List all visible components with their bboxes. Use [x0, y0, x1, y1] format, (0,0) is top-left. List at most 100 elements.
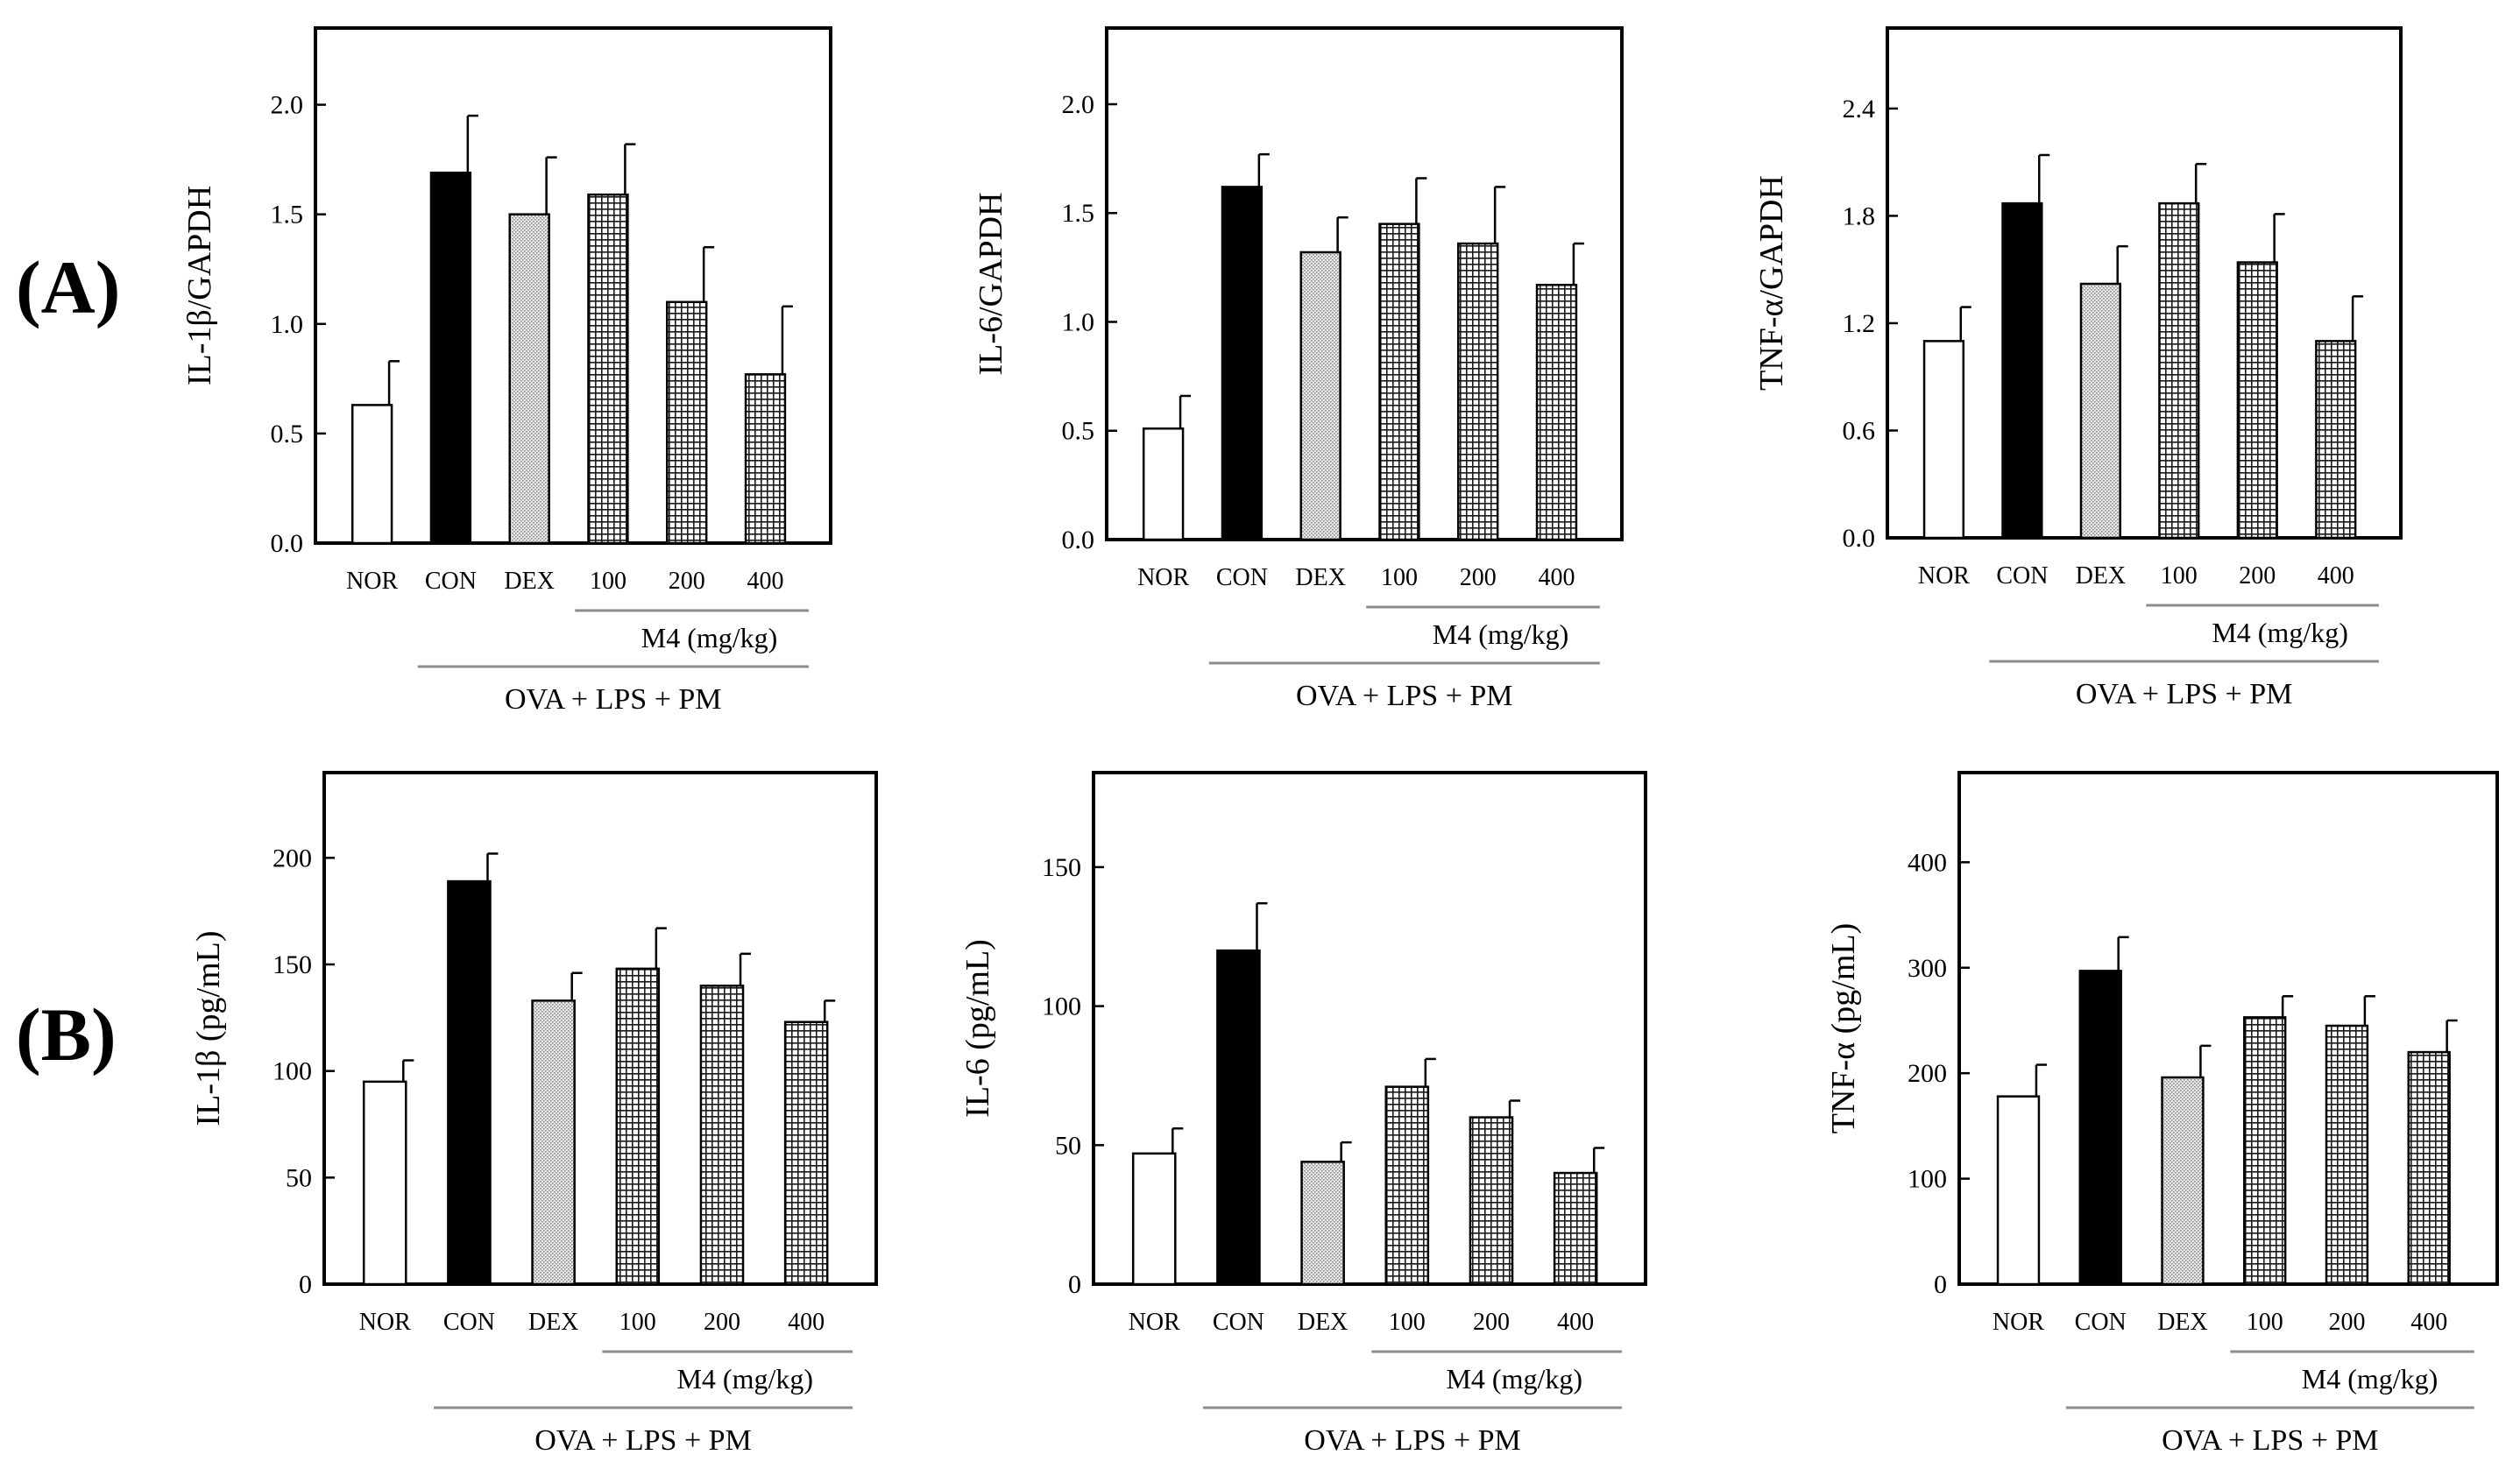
chart-3-treatment-label: OVA + LPS + PM	[2076, 678, 2292, 710]
chart-4-category-label: CON	[443, 1309, 495, 1336]
chart-6: 0 100 200 300 400 TNF-α (pg/mL) NOR CON DEX 100 20…	[1825, 771, 2499, 1457]
chart-6-category-label: NOR	[1993, 1309, 2044, 1336]
chart-1-ytick-label: 0.5	[271, 420, 304, 448]
chart-3-ylabel: TNF-α/GAPDH	[1753, 175, 1790, 391]
chart-4-bar-dex	[531, 999, 576, 1286]
chart-2-bar-200	[1457, 242, 1499, 541]
chart-5-category-label: 100	[1389, 1309, 1426, 1336]
chart-2-category-label: DEX	[1295, 564, 1346, 591]
chart-1-ytick-label: 0.0	[271, 529, 304, 558]
chart-3-category-label: DEX	[2076, 562, 2127, 590]
chart-3-frame	[1886, 26, 2403, 540]
chart-3-bar-con	[2001, 201, 2043, 540]
chart-5-ytick-label: 50	[1055, 1131, 1081, 1160]
chart-2-category-label: 400	[1538, 564, 1575, 591]
chart-5-bar-200	[1469, 1116, 1514, 1286]
chart-6-ytick-label: 100	[1908, 1165, 1947, 1194]
chart-3-bar-nor	[1922, 340, 1965, 540]
chart-3-category-label: 400	[2318, 562, 2354, 590]
chart-1-frame	[314, 26, 832, 545]
chart-2-category-label: NOR	[1137, 564, 1189, 591]
chart-3: 0.0 0.6 1.2 1.8 2.4 TNF-α/GAPDH NOR CON DEX 100 20…	[1753, 26, 2403, 710]
chart-4-bar-con	[447, 879, 492, 1286]
chart-4-ylabel: IL-1β (pg/mL)	[190, 931, 227, 1126]
chart-2-ylabel: IL-6/GAPDH	[973, 193, 1009, 376]
chart-5-category-label: 400	[1557, 1309, 1594, 1336]
chart-6-category-label: CON	[2075, 1309, 2127, 1336]
chart-1: 0.0 0.5 1.0 1.5 2.0 IL-1β/GAPDH NOR CON DEX 100 20…	[181, 26, 832, 716]
chart-2-ytick-label: 2.0	[1062, 90, 1095, 119]
chart-6-treatment-label: OVA + LPS + PM	[2162, 1424, 2378, 1457]
chart-4-frame	[322, 771, 878, 1286]
chart-1-category-label: 400	[747, 568, 783, 595]
chart-1-bar-400	[744, 373, 787, 545]
chart-4-bar-100	[615, 967, 661, 1286]
chart-5-ytick-label: 0	[1068, 1270, 1081, 1299]
chart-6-bar-con	[2078, 970, 2122, 1286]
chart-2-ytick-label: 0.5	[1062, 417, 1095, 446]
chart-6-ytick-label: 200	[1908, 1059, 1947, 1088]
chart-6-category-label: 400	[2410, 1309, 2447, 1336]
chart-3-ytick-label: 0.6	[1843, 416, 1876, 445]
chart-2-ytick-label: 1.5	[1062, 199, 1095, 228]
chart-5-bar-con	[1216, 949, 1261, 1286]
chart-6-bar-100	[2243, 1016, 2287, 1286]
chart-4-ytick-label: 150	[273, 950, 312, 979]
charts-layer: 0.0 0.5 1.0 1.5 2.0 IL-1β/GAPDH NOR CON DEX 100 20…	[181, 26, 2499, 1457]
chart-4-m4-label: M4 (mg/kg)	[676, 1363, 813, 1395]
chart-1-bar-100	[587, 193, 629, 545]
chart-4: 0 50 100 150 200 IL-1β (pg/mL) NOR CON DEX 100 200…	[190, 771, 878, 1457]
chart-1-category-label: CON	[425, 568, 477, 595]
chart-5-m4-label: M4 (mg/kg)	[1446, 1363, 1582, 1395]
chart-4-category-label: NOR	[359, 1309, 411, 1336]
chart-3-category-label: CON	[1996, 562, 2048, 590]
chart-5-category-label: 200	[1473, 1309, 1510, 1336]
chart-3-bar-dex	[2079, 282, 2121, 540]
panel-label-a: (A)	[16, 245, 120, 329]
chart-2-bar-nor	[1142, 427, 1185, 541]
chart-2-frame	[1105, 26, 1624, 541]
chart-3-category-label: NOR	[1918, 562, 1970, 590]
chart-5-bar-nor	[1131, 1152, 1177, 1286]
chart-1-m4-label: M4 (mg/kg)	[641, 622, 778, 653]
chart-3-ytick-label: 1.8	[1843, 201, 1876, 230]
chart-5-ytick-label: 100	[1042, 992, 1081, 1021]
chart-6-ylabel: TNF-α (pg/mL)	[1825, 923, 1862, 1134]
chart-6-category-label: 200	[2328, 1309, 2365, 1336]
chart-4-category-label: DEX	[528, 1309, 579, 1336]
chart-5-treatment-label: OVA + LPS + PM	[1304, 1424, 1520, 1457]
chart-1-bar-200	[666, 300, 708, 545]
chart-6-category-label: 100	[2247, 1309, 2283, 1336]
chart-1-category-label: 200	[669, 568, 705, 595]
chart-1-category-label: 100	[590, 568, 626, 595]
chart-5-category-label: NOR	[1129, 1309, 1180, 1336]
chart-5: 0 50 100 150 IL-6 (pg/mL) NOR CON DEX 100 200 400 M…	[959, 771, 1647, 1457]
chart-1-treatment-label: OVA + LPS + PM	[505, 683, 721, 716]
chart-1-ylabel: IL-1β/GAPDH	[181, 186, 218, 385]
chart-2-bar-con	[1221, 186, 1264, 541]
chart-4-treatment-label: OVA + LPS + PM	[534, 1424, 751, 1457]
chart-1-ytick-label: 1.0	[271, 310, 304, 339]
chart-4-bar-nor	[362, 1080, 407, 1286]
chart-4-ytick-label: 0	[299, 1270, 312, 1299]
chart-3-m4-label: M4 (mg/kg)	[2212, 617, 2348, 648]
chart-4-bar-200	[699, 985, 745, 1286]
chart-2-category-label: 200	[1460, 564, 1497, 591]
chart-4-ytick-label: 50	[286, 1163, 312, 1192]
chart-5-ylabel: IL-6 (pg/mL)	[959, 939, 996, 1118]
chart-2-bar-400	[1535, 283, 1578, 541]
chart-3-bar-100	[2158, 201, 2200, 540]
chart-1-bar-nor	[350, 404, 393, 545]
chart-5-category-label: CON	[1213, 1309, 1264, 1336]
chart-2-ytick-label: 0.0	[1062, 526, 1095, 554]
chart-5-category-label: DEX	[1298, 1309, 1348, 1336]
chart-4-ytick-label: 100	[273, 1057, 312, 1086]
chart-2-bar-100	[1378, 222, 1420, 541]
chart-6-ytick-label: 400	[1908, 848, 1947, 877]
chart-5-bar-400	[1553, 1171, 1598, 1286]
chart-6-ytick-label: 0	[1934, 1270, 1947, 1299]
chart-2-bar-dex	[1299, 251, 1341, 541]
chart-1-category-label: DEX	[504, 568, 555, 595]
chart-1-bar-con	[429, 171, 472, 545]
chart-1-bar-dex	[508, 213, 550, 545]
